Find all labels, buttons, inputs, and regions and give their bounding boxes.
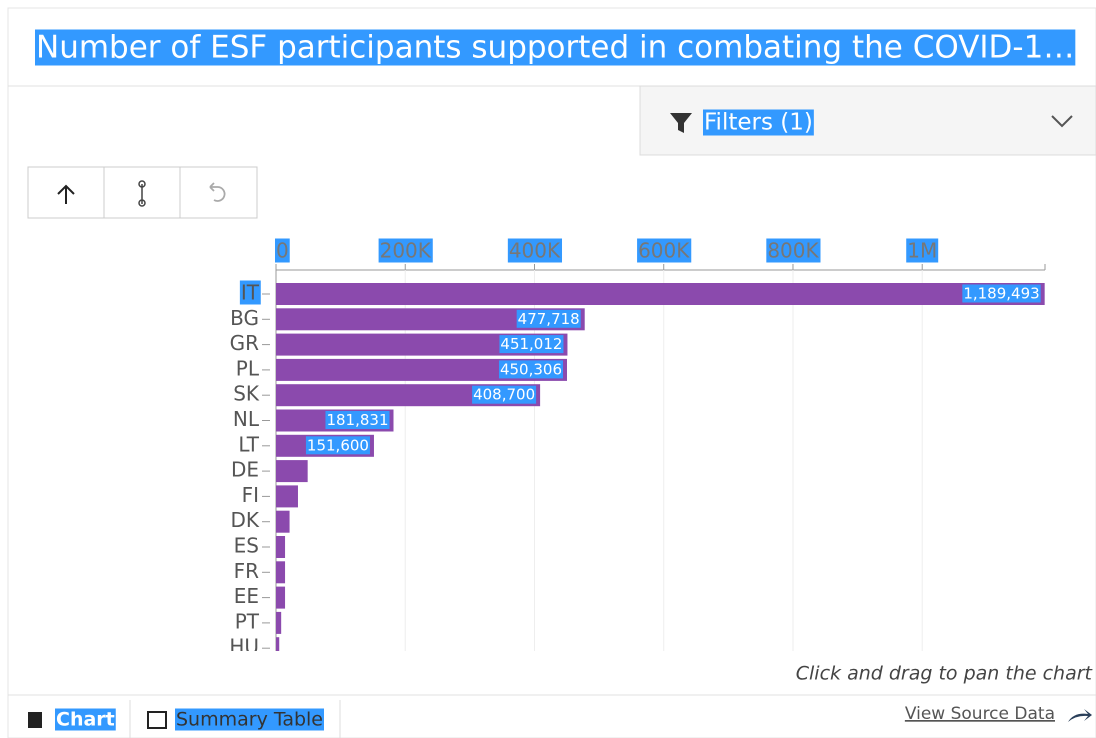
selection-highlight [55, 708, 116, 731]
undo-button[interactable] [209, 182, 226, 202]
y-tick-label: FI [242, 483, 259, 507]
hierarchy-button[interactable] [138, 180, 146, 207]
selection-highlight [766, 238, 821, 263]
filters-box[interactable] [639, 85, 1096, 156]
chart-tab-icon [28, 712, 42, 728]
value-label: 1,189,493 [963, 285, 1039, 303]
bar [276, 283, 1045, 305]
plot-rows: IT 1,189,493 BG 477,718 GR 451,012 PL 450,306 SK… [229, 280, 1045, 659]
y-tick-label: IT [241, 281, 260, 305]
selection-highlight [637, 238, 692, 263]
selection-highlight [962, 284, 1041, 303]
bar [276, 308, 585, 331]
filter-icon [670, 113, 692, 133]
bar [276, 536, 286, 558]
y-tick-label: EE [234, 584, 259, 608]
y-tick-label: NL [233, 407, 260, 431]
x-tick-label: 600K [638, 239, 690, 263]
bar [276, 333, 568, 356]
chart-tab[interactable]: Chart [56, 709, 115, 731]
selection-highlight [472, 385, 537, 404]
selection-highlight [325, 411, 390, 429]
filters-label[interactable]: Filters (1) [704, 110, 813, 136]
summary-tab[interactable]: Summary Table [176, 709, 323, 731]
y-tick-label: SK [233, 382, 260, 406]
bar [276, 637, 280, 651]
selection-highlight [499, 335, 564, 354]
x-tick-label: 400K [509, 239, 561, 263]
share-icon[interactable] [1068, 709, 1092, 722]
chevron[interactable] [1051, 115, 1073, 128]
drill-up-button[interactable] [57, 184, 75, 204]
bar [276, 586, 286, 609]
y-tick-label: HU [229, 635, 259, 659]
y-tick-label: BG [230, 306, 259, 330]
hint: Click and drag to pan the chart [796, 663, 1094, 685]
selection-highlight [507, 238, 563, 263]
selection-highlight [703, 109, 814, 136]
bar [276, 358, 567, 381]
x-tick-label: 200K [380, 239, 432, 263]
selection-highlight [378, 238, 433, 263]
bar [276, 485, 298, 508]
x-tick-label: 1M [907, 239, 937, 263]
value-label: 450,306 [500, 360, 562, 378]
selection-highlight [305, 436, 370, 455]
source-link[interactable]: View Source Data [905, 704, 1055, 724]
selection-highlight [175, 708, 324, 731]
bar [276, 460, 308, 483]
value-label: 151,600 [307, 436, 369, 454]
y-tick-label: DE [231, 458, 259, 482]
y-tick-label: FR [234, 559, 260, 583]
x-tick-label: 0 [276, 239, 289, 263]
x-tick-label: 800K [767, 239, 819, 263]
y-tick-label: DK [230, 508, 259, 532]
plot: 0 200K 400K 600K 800K 1M [275, 238, 1046, 651]
y-tick-label: PL [236, 356, 260, 380]
toolbar [27, 166, 258, 219]
bar [276, 510, 290, 533]
selection-highlight [516, 309, 581, 328]
value-label: 477,718 [518, 310, 580, 328]
y-tick-label: PT [235, 609, 260, 633]
selection-highlight [498, 360, 563, 379]
selection-highlight [35, 29, 1076, 66]
value-label: 451,012 [500, 335, 562, 353]
bar [276, 561, 286, 584]
value-label: 181,831 [326, 411, 388, 429]
table-tab-icon [147, 711, 167, 729]
y-tick-label: GR [230, 331, 259, 355]
value-label: 408,700 [473, 386, 535, 404]
selection-highlight [906, 238, 939, 263]
y-tick-label: ES [234, 534, 259, 558]
bar [276, 611, 282, 634]
selection-highlight [239, 280, 261, 305]
selection-highlight [275, 238, 290, 263]
y-tick-label: LT [238, 432, 259, 456]
title: Number of ESF participants supported in … [36, 30, 1074, 66]
